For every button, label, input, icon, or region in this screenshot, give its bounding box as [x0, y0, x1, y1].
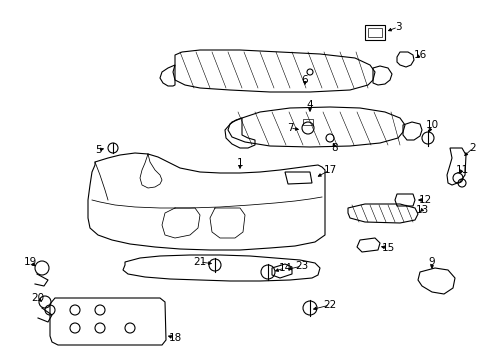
Text: 2: 2	[469, 143, 475, 153]
Text: 19: 19	[23, 257, 37, 267]
Text: 15: 15	[381, 243, 394, 253]
Text: 5: 5	[95, 145, 101, 155]
Text: 6: 6	[301, 75, 307, 85]
Text: 10: 10	[425, 120, 438, 130]
Text: 22: 22	[323, 300, 336, 310]
Text: 17: 17	[323, 165, 336, 175]
Text: 23: 23	[295, 261, 308, 271]
Text: 3: 3	[394, 22, 401, 32]
Bar	[303, 119, 312, 125]
Text: 8: 8	[331, 143, 338, 153]
Text: 7: 7	[286, 123, 293, 133]
Text: 1: 1	[236, 158, 243, 168]
Text: 4: 4	[306, 100, 313, 110]
Text: 12: 12	[418, 195, 431, 205]
Text: 11: 11	[454, 165, 468, 175]
Text: 9: 9	[428, 257, 434, 267]
Text: 13: 13	[414, 205, 428, 215]
Text: 16: 16	[412, 50, 426, 60]
Bar	[367, 28, 381, 37]
Text: 14: 14	[278, 263, 291, 273]
Bar	[364, 25, 384, 40]
Text: 18: 18	[168, 333, 181, 343]
Text: 21: 21	[193, 257, 206, 267]
Text: 20: 20	[31, 293, 44, 303]
